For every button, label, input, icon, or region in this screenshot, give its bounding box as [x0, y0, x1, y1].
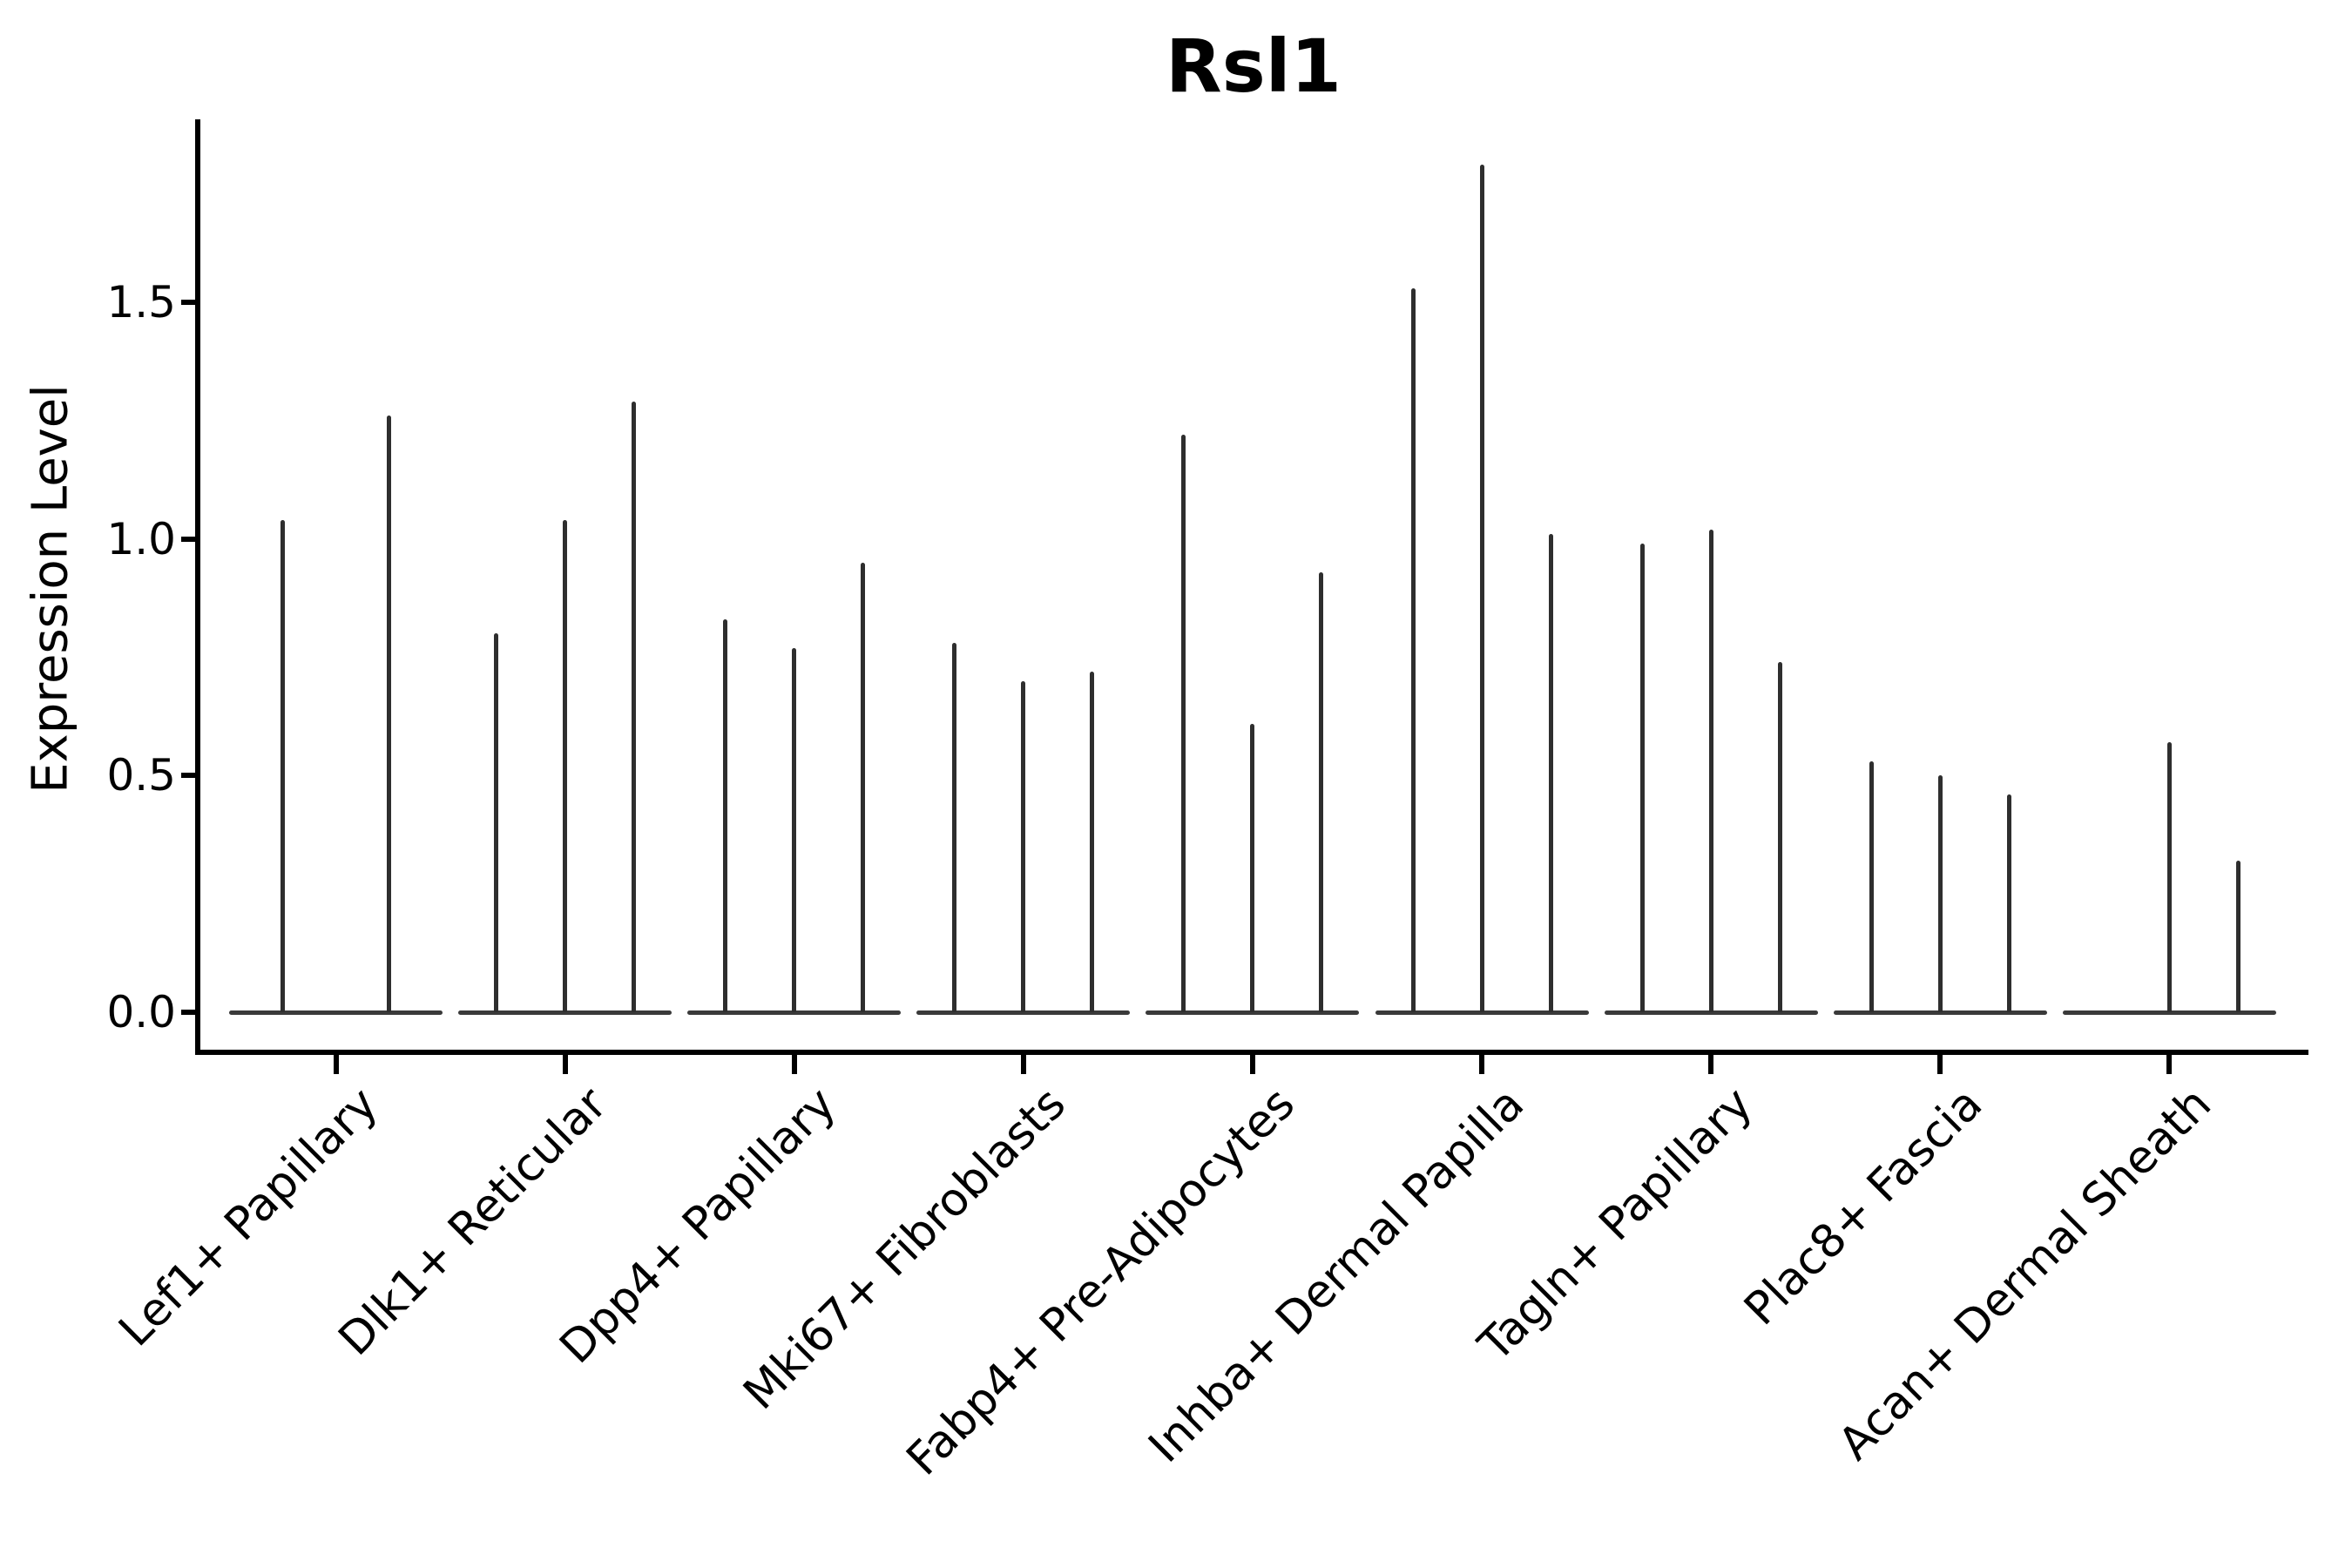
x-tick-label: Fabp4+ Pre-Adipocytes: [896, 1078, 1305, 1486]
violin-base: [916, 1010, 1131, 1015]
violin-base: [1375, 1010, 1589, 1015]
y-axis-spine: [195, 119, 200, 1055]
violin-spike: [2166, 742, 2172, 1012]
plot-title: Rsl1: [1166, 24, 1342, 109]
violin-spike: [1090, 671, 1095, 1012]
violin-base: [1146, 1010, 1360, 1015]
violin-spike: [1319, 571, 1324, 1012]
x-tick: [2166, 1055, 2173, 1074]
violin-base: [2062, 1010, 2276, 1015]
x-tick: [1479, 1055, 1484, 1074]
x-tick-label: Inhba+ Dermal Papilla: [1139, 1078, 1534, 1473]
violin-spike: [280, 519, 285, 1012]
y-tick-label: 0.0: [106, 987, 176, 1037]
x-tick: [333, 1055, 339, 1074]
y-tick-label: 1.5: [106, 277, 176, 328]
y-tick: [181, 1010, 195, 1015]
violin-spike: [952, 643, 957, 1012]
violin-spike: [1410, 287, 1416, 1012]
violin-base: [1604, 1010, 1818, 1015]
x-tick-label: Acan+ Dermal Sheath: [1828, 1078, 2222, 1470]
violin-spike: [1869, 761, 1874, 1012]
x-axis-spine: [195, 1050, 2308, 1055]
violin-base: [229, 1010, 443, 1015]
x-tick: [1249, 1055, 1255, 1074]
violin-spike: [387, 416, 392, 1012]
y-tick-label: 0.5: [106, 750, 176, 801]
violin-spike: [632, 402, 637, 1012]
y-tick: [181, 536, 195, 542]
violin-spike: [1021, 680, 1026, 1012]
violin-spike: [1639, 544, 1645, 1012]
y-tick: [181, 773, 195, 779]
violin-spike: [2006, 794, 2011, 1012]
violin-spike: [1479, 165, 1484, 1012]
violin-spike: [1777, 661, 1782, 1012]
violin-spike: [1708, 529, 1713, 1012]
y-tick-label: 1.0: [106, 513, 176, 564]
violin-base: [1833, 1010, 2047, 1015]
violin-spike: [2235, 861, 2240, 1012]
x-tick: [1937, 1055, 1943, 1074]
x-tick: [791, 1055, 797, 1074]
violin-spike: [723, 619, 728, 1012]
violin-spike: [792, 647, 797, 1012]
violin-base: [687, 1010, 902, 1015]
violin-spike: [563, 519, 568, 1012]
violin-spike: [861, 562, 866, 1012]
violin-spike: [1548, 534, 1553, 1012]
violin-spike: [1250, 723, 1255, 1012]
violin-spike: [1937, 775, 1943, 1012]
violin-spike: [1181, 435, 1186, 1012]
y-axis-label: Expression Level: [22, 384, 79, 794]
x-tick: [1708, 1055, 1714, 1074]
x-tick: [1020, 1055, 1026, 1074]
violin-base: [458, 1010, 672, 1015]
x-tick-label: Plac8+ Fascia: [1734, 1078, 1992, 1336]
violin-spike: [494, 633, 499, 1012]
x-tick: [562, 1055, 568, 1074]
y-tick: [181, 300, 195, 306]
